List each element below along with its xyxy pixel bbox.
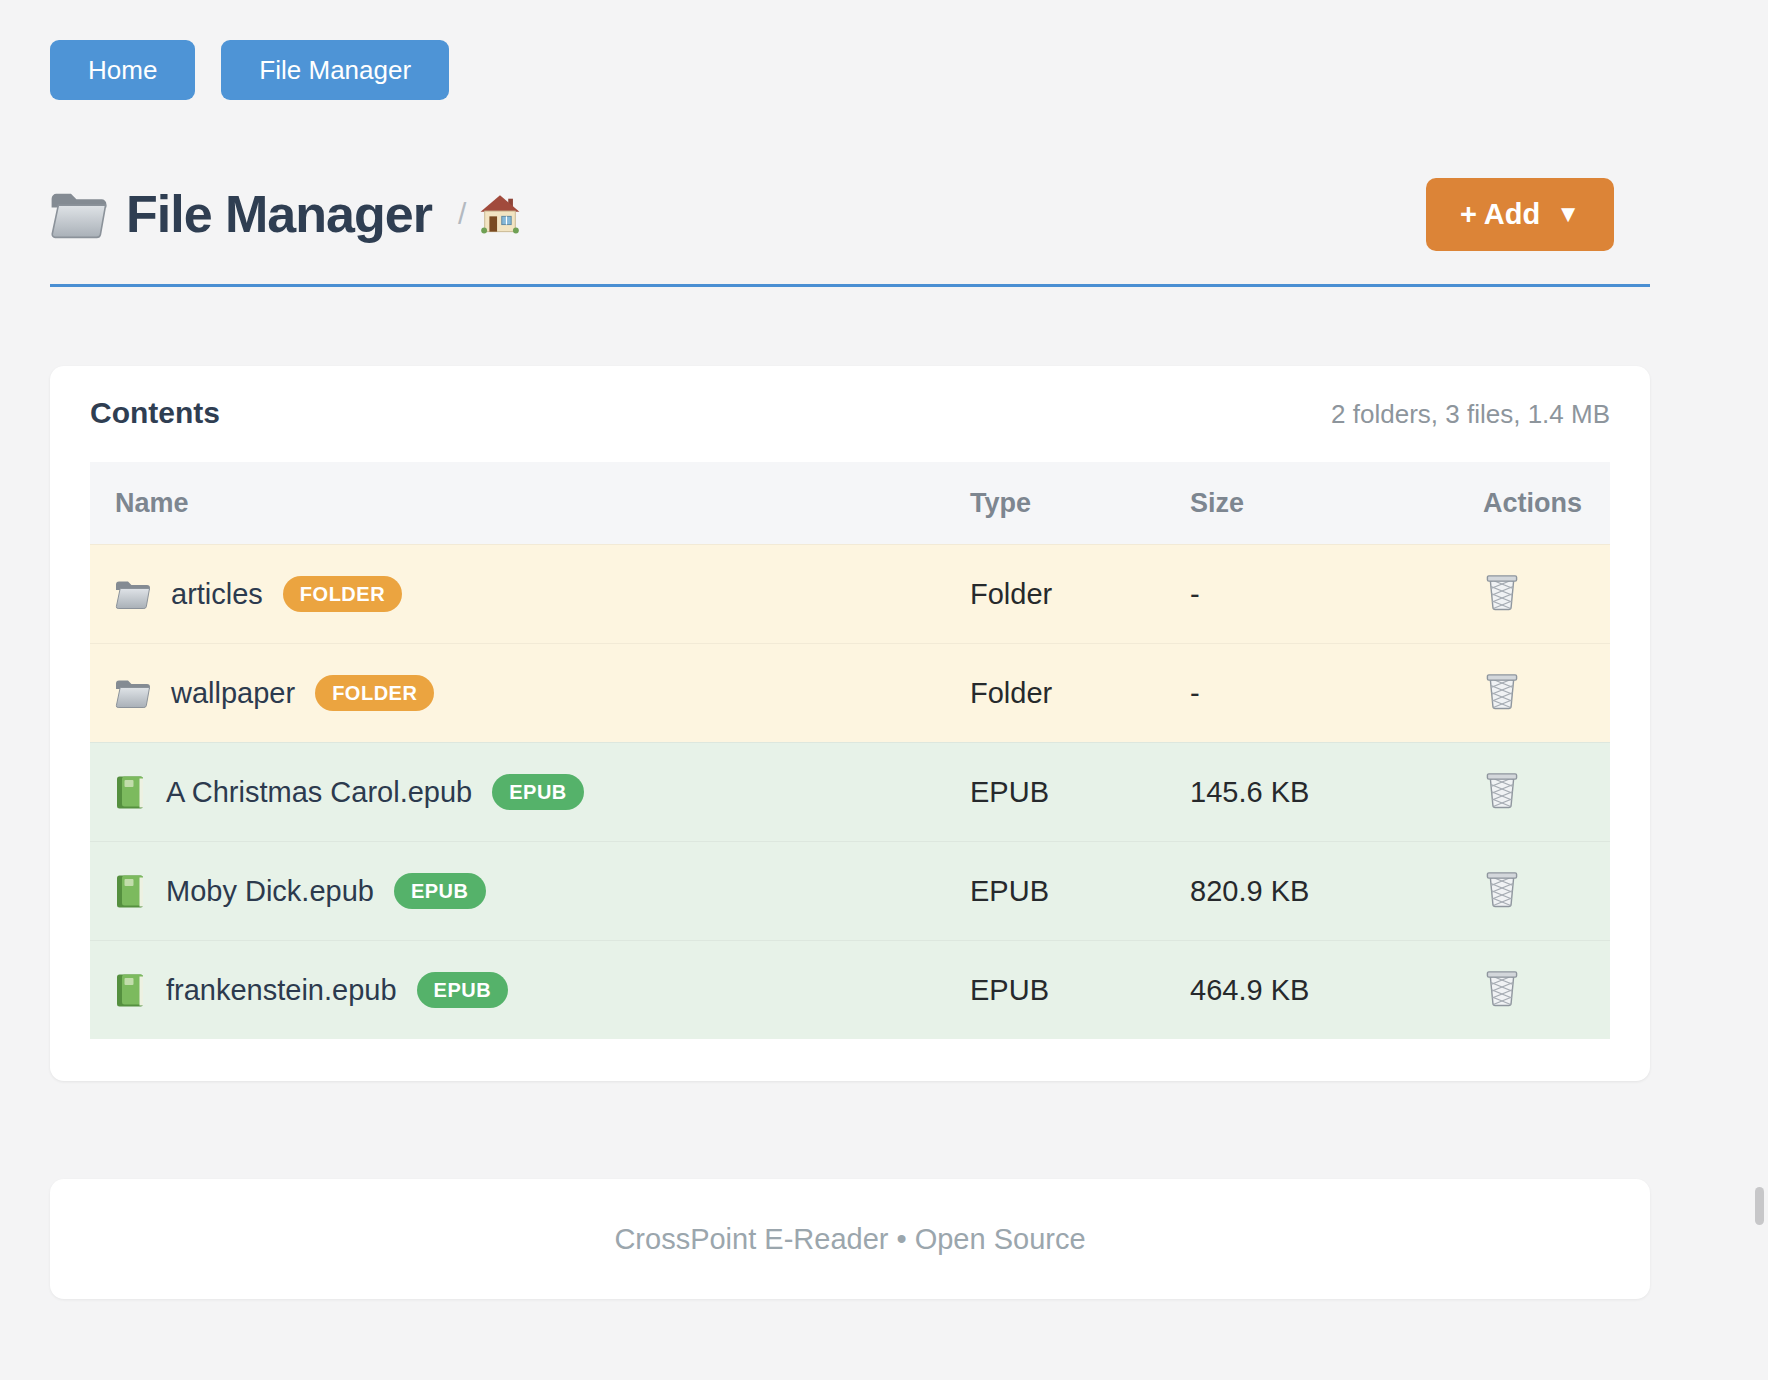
file-name-link[interactable]: Moby Dick.epub: [166, 875, 374, 908]
add-button-label: + Add: [1460, 200, 1540, 229]
folder-icon: [50, 188, 108, 240]
trash-icon: [1484, 669, 1520, 711]
file-type: Folder: [970, 677, 1190, 710]
table-row: Moby Dick.epub EPUB EPUB 820.9 KB: [90, 841, 1610, 940]
contents-summary: 2 folders, 3 files, 1.4 MB: [1331, 399, 1610, 430]
table-row: wallpaper FOLDER Folder -: [90, 643, 1610, 742]
file-name-link[interactable]: articles: [171, 578, 263, 611]
page-header: File Manager / + Add ▼: [50, 166, 1650, 262]
book-icon: [115, 874, 146, 909]
scrollbar-thumb[interactable]: [1755, 1187, 1764, 1225]
file-size: -: [1190, 677, 1440, 710]
footer: CrossPoint E-Reader • Open Source: [50, 1179, 1650, 1299]
file-manager-button[interactable]: File Manager: [221, 40, 449, 100]
column-header-actions: Actions: [1483, 488, 1610, 519]
trash-icon: [1484, 768, 1520, 810]
contents-heading: Contents: [90, 396, 220, 430]
epub-badge: EPUB: [417, 972, 509, 1008]
folder-badge: FOLDER: [283, 576, 402, 612]
trash-icon: [1484, 966, 1520, 1008]
file-size: 464.9 KB: [1190, 974, 1440, 1007]
trash-icon: [1484, 570, 1520, 612]
file-name-link[interactable]: frankenstein.epub: [166, 974, 397, 1007]
file-name-link[interactable]: A Christmas Carol.epub: [166, 776, 472, 809]
top-nav: Home File Manager: [50, 40, 1650, 100]
add-button[interactable]: + Add ▼: [1426, 178, 1614, 251]
file-type: EPUB: [970, 776, 1190, 809]
column-header-name: Name: [90, 488, 970, 519]
table-row: frankenstein.epub EPUB EPUB 464.9 KB: [90, 940, 1610, 1039]
file-table: Name Type Size Actions articles FOLDER F…: [90, 462, 1610, 1039]
table-row: A Christmas Carol.epub EPUB EPUB 145.6 K…: [90, 742, 1610, 841]
table-row: articles FOLDER Folder -: [90, 544, 1610, 643]
accent-divider: [50, 284, 1650, 287]
delete-button[interactable]: [1484, 867, 1520, 909]
page: Home File Manager File Manager / + Add ▼…: [50, 40, 1650, 1299]
book-icon: [115, 973, 146, 1008]
folder-icon: [115, 677, 151, 709]
folder-badge: FOLDER: [315, 675, 434, 711]
file-type: EPUB: [970, 875, 1190, 908]
file-size: 145.6 KB: [1190, 776, 1440, 809]
delete-button[interactable]: [1484, 669, 1520, 711]
table-header-row: Name Type Size Actions: [90, 462, 1610, 544]
page-title: File Manager: [126, 184, 432, 244]
column-header-type: Type: [970, 488, 1190, 519]
column-header-size: Size: [1190, 488, 1440, 519]
chevron-down-icon: ▼: [1556, 202, 1580, 226]
footer-text: CrossPoint E-Reader • Open Source: [614, 1223, 1085, 1256]
breadcrumb-separator: /: [458, 197, 466, 231]
epub-badge: EPUB: [394, 873, 486, 909]
file-type: Folder: [970, 578, 1190, 611]
trash-icon: [1484, 867, 1520, 909]
book-icon: [115, 775, 146, 810]
delete-button[interactable]: [1484, 570, 1520, 612]
epub-badge: EPUB: [492, 774, 584, 810]
file-size: 820.9 KB: [1190, 875, 1440, 908]
home-button[interactable]: Home: [50, 40, 195, 100]
file-type: EPUB: [970, 974, 1190, 1007]
file-name-link[interactable]: wallpaper: [171, 677, 295, 710]
delete-button[interactable]: [1484, 966, 1520, 1008]
home-icon[interactable]: [480, 194, 520, 234]
delete-button[interactable]: [1484, 768, 1520, 810]
contents-card: Contents 2 folders, 3 files, 1.4 MB Name…: [50, 366, 1650, 1081]
file-size: -: [1190, 578, 1440, 611]
folder-icon: [115, 578, 151, 610]
